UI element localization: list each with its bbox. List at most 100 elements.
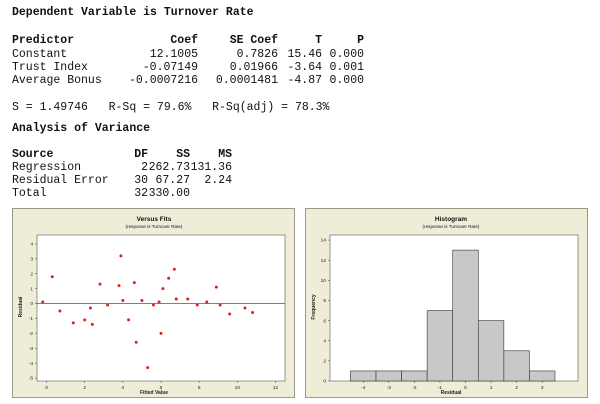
residual-point: [161, 287, 165, 291]
header-coef: Coef: [170, 34, 198, 47]
t-value: 15.46: [287, 48, 322, 61]
residual-point: [159, 331, 163, 335]
y-tick-label: 10: [321, 278, 327, 284]
x-tick-label: 1: [490, 385, 493, 391]
residual-point: [167, 276, 171, 280]
residual-point: [228, 312, 232, 316]
se-coef-value: 0.01966: [229, 61, 278, 74]
anova-table-header: Source DF SS MS: [12, 148, 232, 162]
residual-point: [140, 299, 144, 303]
anova-row-residual-error: Residual Error 30 67.27 2.24: [12, 174, 232, 188]
predictor-name: Constant: [12, 48, 68, 61]
x-tick-label: 4: [122, 385, 125, 391]
header-df: DF: [134, 148, 148, 161]
model-summary: S = 1.49746 R-Sq = 79.6% R-Sq(adj) = 78.…: [12, 101, 330, 114]
residual-point: [50, 275, 54, 279]
versus-fits-panel: Versus Fits (response is Turnover Rate) …: [12, 208, 295, 398]
coef-value: 12.1005: [149, 48, 198, 61]
residual-point: [172, 267, 176, 271]
scatter-title: Versus Fits: [137, 216, 172, 223]
t-value: -3.64: [287, 61, 322, 74]
histogram-bar: [350, 370, 377, 382]
residual-point: [132, 281, 136, 285]
versus-fits-chart: Versus Fits (response is Turnover Rate) …: [18, 216, 286, 396]
coef-row-constant: Constant 12.1005 0.7826 15.46 0.000: [12, 48, 372, 62]
header-ms: MS: [218, 148, 232, 161]
scatter-ylabel: Residual: [18, 296, 24, 317]
source-name: Regression: [12, 161, 82, 174]
df-value: 30: [134, 174, 148, 187]
residual-point: [98, 282, 102, 286]
y-tick-label: 2: [323, 359, 326, 365]
x-tick-label: -4: [361, 385, 366, 391]
y-tick-label: 4: [30, 242, 33, 248]
residual-point: [106, 303, 110, 307]
histogram-bar: [375, 370, 402, 382]
histogram-bar: [426, 310, 454, 382]
scatter-xlabel: Fitted Value: [140, 390, 168, 396]
coef-table-header: Predictor Coef SE Coef T P: [12, 34, 372, 48]
ss-value: 330.00: [148, 187, 190, 200]
histogram-bar: [529, 370, 556, 382]
p-value: 0.001: [329, 61, 364, 74]
residual-point: [127, 318, 131, 322]
x-tick-label: 3: [541, 385, 544, 391]
y-tick-label: -1: [29, 316, 34, 322]
residual-point: [88, 306, 92, 310]
x-tick-label: 8: [198, 385, 201, 391]
y-tick-label: 12: [321, 258, 327, 264]
header-ss: SS: [176, 148, 190, 161]
residual-point: [174, 297, 178, 301]
ms-value: 131.36: [190, 161, 232, 174]
predictor-name: Average Bonus: [12, 74, 102, 87]
p-value: 0.000: [329, 74, 364, 87]
histogram-bar: [477, 320, 505, 382]
residual-point: [121, 299, 125, 303]
predictor-name: Trust Index: [12, 61, 88, 74]
residual-point: [134, 340, 138, 344]
anova-title: Analysis of Variance: [12, 122, 151, 135]
x-tick-label: 6: [160, 385, 163, 391]
histogram-subtitle: (response is Turnover Rate): [423, 224, 480, 229]
histogram-bar: [401, 370, 428, 382]
residual-point: [90, 322, 94, 326]
se-coef-value: 0.0001481: [215, 74, 278, 87]
header-source: Source: [12, 148, 54, 161]
coef-row-average-bonus: Average Bonus -0.0007216 0.0001481 -4.87…: [12, 74, 372, 88]
histogram-ylabel: Frequency: [311, 294, 317, 320]
ss-value: 67.27: [155, 174, 190, 187]
residual-point: [71, 321, 75, 325]
se-coef-value: 0.7826: [236, 48, 278, 61]
y-tick-label: -4: [29, 361, 34, 367]
p-value: 0.000: [329, 48, 364, 61]
y-tick-label: 6: [323, 318, 326, 324]
residual-point: [117, 284, 121, 288]
header-predictor: Predictor: [12, 34, 75, 47]
coef-row-trust-index: Trust Index -0.07149 0.01966 -3.64 0.001: [12, 61, 372, 75]
df-value: 32: [134, 187, 148, 200]
residual-point: [195, 303, 199, 307]
header-se-coef: SE Coef: [229, 34, 278, 47]
anova-row-regression: Regression 2 262.73 131.36: [12, 161, 232, 175]
y-tick-label: 14: [321, 238, 327, 244]
residual-point: [119, 254, 123, 258]
residual-point: [205, 300, 209, 304]
anova-row-total: Total 32 330.00: [12, 187, 232, 201]
coef-value: -0.07149: [142, 61, 198, 74]
y-tick-label: 1: [30, 286, 33, 292]
residual-point: [243, 306, 247, 310]
residual-point: [146, 366, 150, 370]
residual-point: [186, 297, 190, 301]
residual-point: [214, 285, 218, 289]
histogram-title: Histogram: [435, 216, 467, 223]
ms-value: 2.24: [204, 174, 232, 187]
x-tick-label: 2: [515, 385, 518, 391]
x-tick-label: 10: [235, 385, 241, 391]
source-name: Total: [12, 187, 47, 200]
histogram-xlabel: Residual: [441, 390, 462, 396]
y-tick-label: 0: [30, 301, 33, 307]
x-tick-label: 0: [45, 385, 48, 391]
residual-point: [58, 309, 62, 313]
x-tick-label: -2: [412, 385, 417, 391]
coef-value: -0.0007216: [128, 74, 198, 87]
